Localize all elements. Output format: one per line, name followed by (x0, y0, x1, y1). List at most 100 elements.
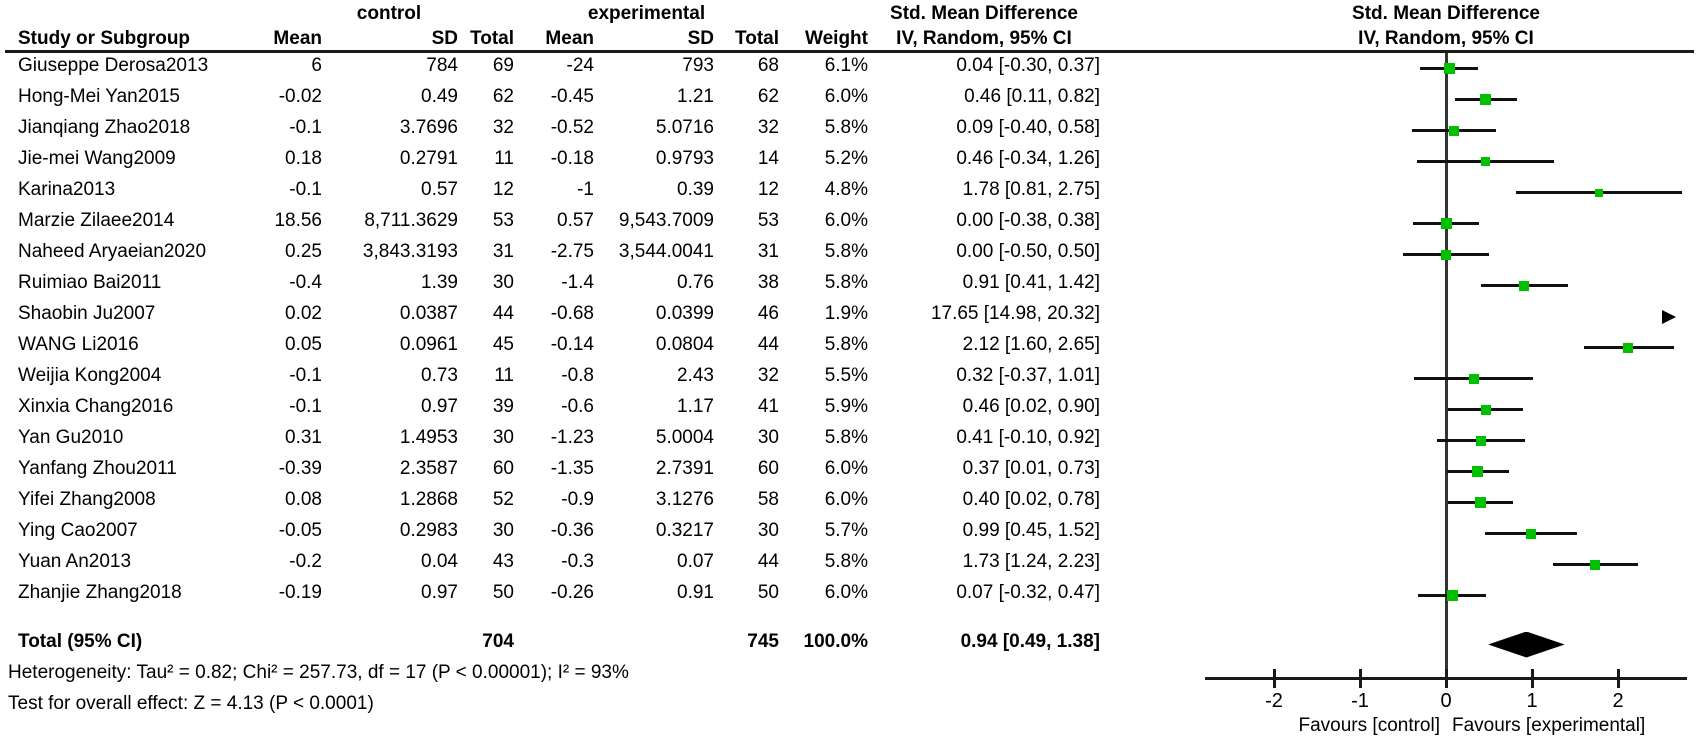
experimental-total-cell: 14 (757, 148, 779, 169)
effect-marker (1440, 218, 1452, 229)
axis-tick (1444, 669, 1448, 688)
weight-cell: 5.7% (824, 520, 868, 541)
heterogeneity-text: Heterogeneity: Tau² = 0.82; Chi² = 257.7… (8, 662, 629, 683)
overall-effect-text: Test for overall effect: Z = 4.13 (P < 0… (8, 693, 374, 714)
experimental-total-cell: 44 (757, 334, 779, 355)
control-total-cell: 12 (492, 179, 514, 200)
weight-cell: 6.0% (824, 489, 868, 510)
experimental-mean-cell: -0.8 (561, 365, 594, 386)
study-row: Weijia Kong2004 -0.1 0.73 11 -0.8 2.43 3… (18, 360, 1100, 391)
weight-cell: 1.9% (824, 303, 868, 324)
experimental-sd-cell: 3,544.0041 (618, 241, 714, 262)
control-total-cell: 11 (494, 148, 514, 169)
experimental-mean-cell: -0.26 (550, 582, 594, 603)
control-total-cell: 62 (492, 86, 514, 107)
experimental-total-cell: 38 (757, 272, 779, 293)
control-sd-cell: 8,711.3629 (364, 210, 458, 231)
experimental-total-cell: 53 (757, 210, 779, 231)
control-total-cell: 32 (492, 117, 514, 138)
study-row: WANG Li2016 0.05 0.0961 45 -0.14 0.0804 … (18, 329, 1100, 360)
study-name-cell: Marzie Zilaee2014 (18, 210, 175, 231)
experimental-sd-cell: 5.0716 (655, 117, 714, 138)
experimental-sd-cell: 0.9793 (655, 148, 714, 169)
tick-label: 0 (1440, 690, 1452, 712)
smd-ci-cell: 0.37 [0.01, 0.73] (962, 458, 1100, 479)
study-row: Giuseppe Derosa2013 6 784 69 -24 793 68 … (18, 50, 1100, 81)
control-mean-cell: 18.56 (274, 210, 322, 231)
effect-marker (1446, 590, 1458, 601)
experimental-total-cell: 50 (757, 582, 779, 603)
control-sd-cell: 2.3587 (399, 458, 458, 479)
control-sd-cell: 0.2791 (399, 148, 458, 169)
control-sd-cell: 3,843.3193 (362, 241, 458, 262)
study-row: Jianqiang Zhao2018 -0.1 3.7696 32 -0.52 … (18, 112, 1100, 143)
total-weight: 100.0% (803, 631, 868, 652)
col-header-experimental-total: Total (735, 28, 779, 49)
experimental-mean-cell: -1 (577, 179, 594, 200)
control-sd-cell: 0.97 (421, 582, 458, 603)
study-name-cell: Hong-Mei Yan2015 (18, 86, 180, 107)
experimental-sd-cell: 5.0004 (655, 427, 714, 448)
favours-left-label: Favours [control] (1298, 715, 1441, 736)
col-header-experimental-mean: Mean (545, 28, 594, 49)
ci-line (1481, 284, 1569, 287)
experimental-sd-cell: 0.39 (677, 179, 714, 200)
control-sd-cell: 0.04 (421, 551, 458, 572)
control-mean-cell: 0.31 (285, 427, 322, 448)
control-total-cell: 31 (492, 241, 514, 262)
ci-line (1455, 98, 1517, 101)
offscale-right-arrow-icon (1662, 309, 1676, 324)
group-header-control: control (356, 3, 422, 24)
effect-marker (1448, 125, 1459, 136)
control-mean-cell: 0.18 (285, 148, 322, 169)
study-table: control experimental Std. Mean Differenc… (8, 3, 1100, 714)
experimental-total-cell: 68 (757, 55, 779, 76)
effect-marker (1589, 559, 1600, 570)
experimental-total-cell: 41 (757, 396, 779, 417)
control-mean-cell: -0.19 (278, 582, 322, 603)
weight-cell: 6.1% (824, 55, 868, 76)
smd-ci-cell: 0.04 [-0.30, 0.37] (956, 55, 1100, 76)
weight-cell: 5.8% (824, 551, 868, 572)
study-rows-container: Giuseppe Derosa2013 6 784 69 -24 793 68 … (18, 50, 1100, 608)
study-row: Marzie Zilaee2014 18.56 8,711.3629 53 0.… (18, 205, 1100, 236)
effect-marker (1443, 63, 1455, 74)
control-total-cell: 30 (492, 520, 514, 541)
total-row: Total (95% CI) 704 745 100.0% 0.94 [0.49… (18, 626, 1100, 657)
effect-marker (1481, 157, 1491, 166)
study-name-cell: Xinxia Chang2016 (18, 396, 174, 417)
weight-cell: 6.0% (824, 458, 868, 479)
control-mean-cell: -0.4 (289, 272, 322, 293)
control-total-cell: 60 (492, 458, 514, 479)
study-name-cell: Yuan An2013 (18, 551, 132, 572)
total-smd-ci: 0.94 [0.49, 1.38] (960, 631, 1100, 652)
control-sd-cell: 0.2983 (399, 520, 458, 541)
control-mean-cell: -0.1 (289, 117, 322, 138)
control-total-cell: 44 (492, 303, 514, 324)
weight-cell: 5.5% (824, 365, 868, 386)
smd-ci-cell: 0.07 [-0.32, 0.47] (956, 582, 1100, 603)
experimental-sd-cell: 0.0399 (655, 303, 714, 324)
axis-tick (1530, 669, 1534, 688)
control-total-cell: 39 (492, 396, 514, 417)
experimental-total-cell: 60 (757, 458, 779, 479)
ci-line (1446, 470, 1509, 473)
smd-ci-cell: 0.32 [-0.37, 1.01] (956, 365, 1100, 386)
control-total-cell: 50 (492, 582, 514, 603)
smd-ci-cell: 1.78 [0.81, 2.75] (962, 179, 1100, 200)
control-total-cell: 53 (492, 210, 514, 231)
study-row: Zhanjie Zhang2018 -0.19 0.97 50 -0.26 0.… (18, 577, 1100, 608)
study-row: Yifei Zhang2008 0.08 1.2868 52 -0.9 3.12… (18, 484, 1100, 515)
experimental-sd-cell: 2.7391 (655, 458, 714, 479)
experimental-sd-cell: 0.07 (677, 551, 714, 572)
effect-marker (1480, 94, 1492, 105)
experimental-sd-cell: 0.0804 (655, 334, 714, 355)
control-mean-cell: 0.05 (285, 334, 322, 355)
control-sd-cell: 0.73 (421, 365, 458, 386)
control-sd-cell: 0.49 (421, 86, 458, 107)
experimental-sd-cell: 3.1276 (655, 489, 714, 510)
total-label: Total (95% CI) (18, 631, 143, 652)
study-row: Naheed Aryaeian2020 0.25 3,843.3193 31 -… (18, 236, 1100, 267)
ci-line (1552, 563, 1638, 566)
control-mean-cell: -0.02 (278, 86, 322, 107)
